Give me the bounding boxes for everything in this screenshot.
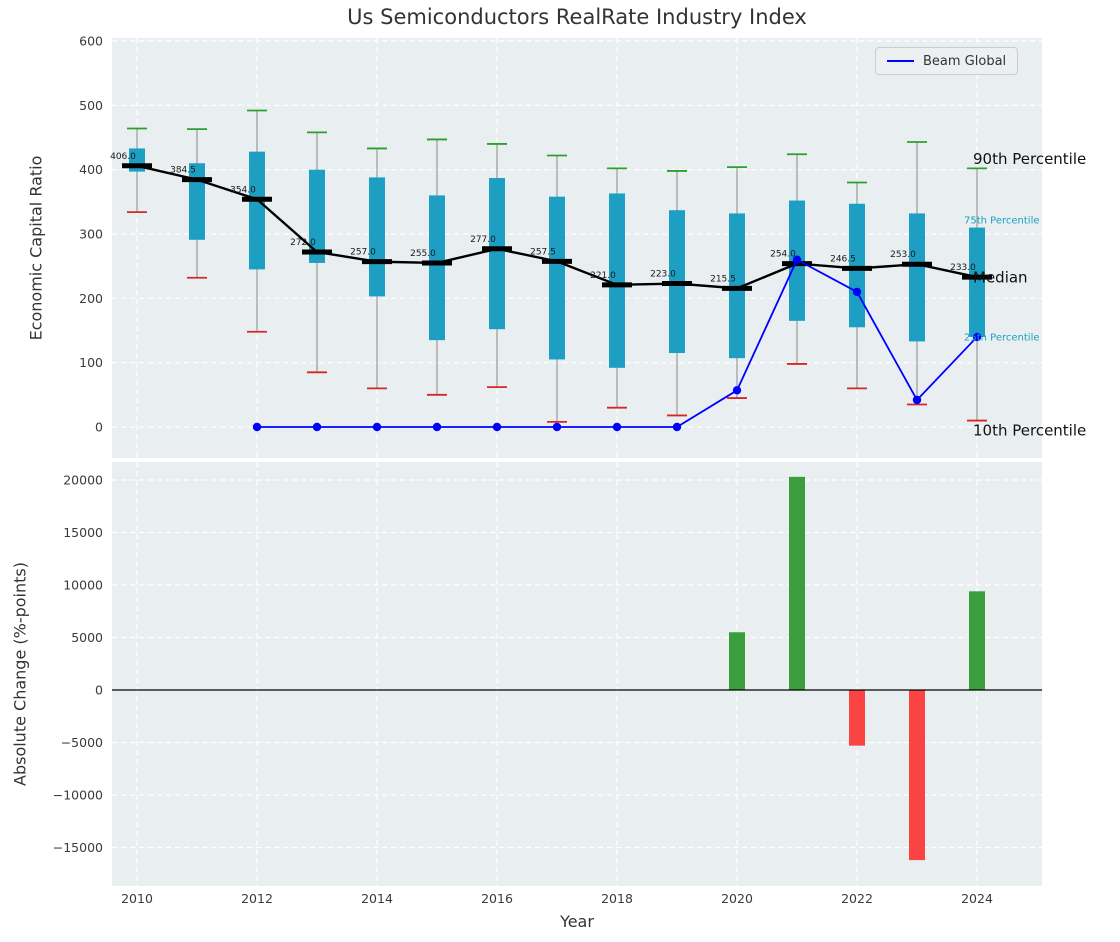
- bottom-ytick-label--15000: −15000: [53, 840, 103, 855]
- median-value-label-2019: 223.0: [650, 270, 676, 280]
- xtick-label-2018: 2018: [601, 891, 633, 906]
- median-value-label-2022: 246.5: [830, 254, 856, 264]
- median-value-label-2018: 221.0: [590, 271, 616, 281]
- median-value-label-2024: 233.0: [950, 263, 976, 273]
- iqr-box-2022: [849, 203, 865, 328]
- series-marker-beam-global-2012: [252, 422, 262, 432]
- iqr-box-2015: [429, 195, 445, 341]
- series-marker-beam-global-2014: [372, 422, 382, 432]
- median-value-label-2017: 257.5: [530, 247, 556, 257]
- annotation-90th-percentile: 90th Percentile: [973, 150, 1086, 168]
- x-axis-label: Year: [560, 912, 594, 931]
- annotation-median: Median: [973, 269, 1028, 287]
- series-marker-beam-global-2015: [432, 422, 442, 432]
- iqr-box-2011: [189, 163, 205, 240]
- legend-label: Beam Global: [923, 53, 1007, 69]
- bottom-ytick-label--10000: −10000: [53, 788, 103, 803]
- top-ytick-label-100: 100: [79, 355, 103, 370]
- series-marker-beam-global-2018: [612, 422, 622, 432]
- series-marker-beam-global-2016: [492, 422, 502, 432]
- series-marker-beam-global-2021: [792, 255, 802, 264]
- series-marker-beam-global-2022: [852, 287, 862, 297]
- median-value-label-2014: 257.0: [350, 248, 376, 258]
- change-bar-2021: [789, 476, 805, 690]
- xtick-label-2020: 2020: [721, 891, 753, 906]
- xtick-label-2024: 2024: [961, 891, 993, 906]
- legend: Beam Global: [875, 47, 1019, 75]
- median-value-label-2012: 354.0: [230, 185, 256, 195]
- top-axes-background: [112, 38, 1042, 458]
- bottom-ytick-label-0: 0: [95, 683, 103, 698]
- bottom-ytick-label-20000: 20000: [63, 473, 103, 488]
- series-marker-beam-global-2019: [672, 422, 682, 432]
- median-value-label-2023: 253.0: [890, 250, 916, 260]
- top-ytick-label-500: 500: [79, 98, 103, 113]
- median-value-label-2020: 215.5: [710, 274, 736, 284]
- iqr-box-2014: [369, 177, 385, 297]
- change-bar-2022: [849, 690, 865, 746]
- top-ytick-label-200: 200: [79, 291, 103, 306]
- iqr-box-2023: [909, 213, 925, 342]
- iqr-box-2020: [729, 213, 745, 359]
- top-ytick-label-600: 600: [79, 34, 103, 49]
- series-marker-beam-global-2020: [732, 386, 742, 395]
- iqr-box-2017: [549, 196, 565, 360]
- series-marker-beam-global-2023: [912, 395, 922, 405]
- xtick-label-2012: 2012: [241, 891, 273, 906]
- top-ytick-label-400: 400: [79, 162, 103, 177]
- xtick-label-2014: 2014: [361, 891, 393, 906]
- median-value-label-2011: 384.5: [170, 166, 196, 176]
- median-value-label-2013: 272.0: [290, 238, 316, 248]
- change-bar-2023: [909, 690, 925, 861]
- chart-title: Us Semiconductors RealRate Industry Inde…: [347, 5, 807, 29]
- iqr-box-2024: [969, 227, 985, 337]
- change-bar-2020: [729, 632, 745, 690]
- top-y-axis-label: Economic Capital Ratio: [26, 155, 46, 341]
- median-value-label-2021: 254.0: [770, 250, 796, 260]
- legend-line-swatch: [887, 60, 914, 62]
- annotation-25th-percentile: 25th Percentile: [964, 333, 1040, 344]
- iqr-box-2016: [489, 178, 505, 330]
- annotation-10th-percentile: 10th Percentile: [973, 422, 1086, 440]
- xtick-label-2010: 2010: [121, 891, 153, 906]
- top-ytick-label-300: 300: [79, 227, 103, 242]
- xtick-label-2016: 2016: [481, 891, 513, 906]
- iqr-box-2013: [309, 169, 325, 263]
- bottom-ytick-label-10000: 10000: [63, 578, 103, 593]
- iqr-box-2012: [249, 151, 265, 270]
- series-marker-beam-global-2013: [312, 422, 322, 432]
- bottom-axes-background: [112, 462, 1042, 886]
- top-ytick-label-0: 0: [95, 420, 103, 435]
- bottom-y-axis-label: Absolute Change (%-points): [10, 562, 30, 786]
- median-value-label-2010: 406.0: [110, 152, 136, 162]
- iqr-box-2018: [609, 193, 625, 368]
- series-marker-beam-global-2024: [972, 332, 982, 342]
- median-value-label-2015: 255.0: [410, 249, 436, 259]
- bottom-ytick-label-5000: 5000: [71, 630, 103, 645]
- series-marker-beam-global-2017: [552, 422, 562, 432]
- xtick-label-2022: 2022: [841, 891, 873, 906]
- bottom-ytick-label--5000: −5000: [61, 735, 103, 750]
- median-value-label-2016: 277.0: [470, 235, 496, 245]
- bottom-ytick-label-15000: 15000: [63, 525, 103, 540]
- change-bar-2024: [969, 591, 985, 690]
- annotation-75th-percentile: 75th Percentile: [964, 215, 1040, 226]
